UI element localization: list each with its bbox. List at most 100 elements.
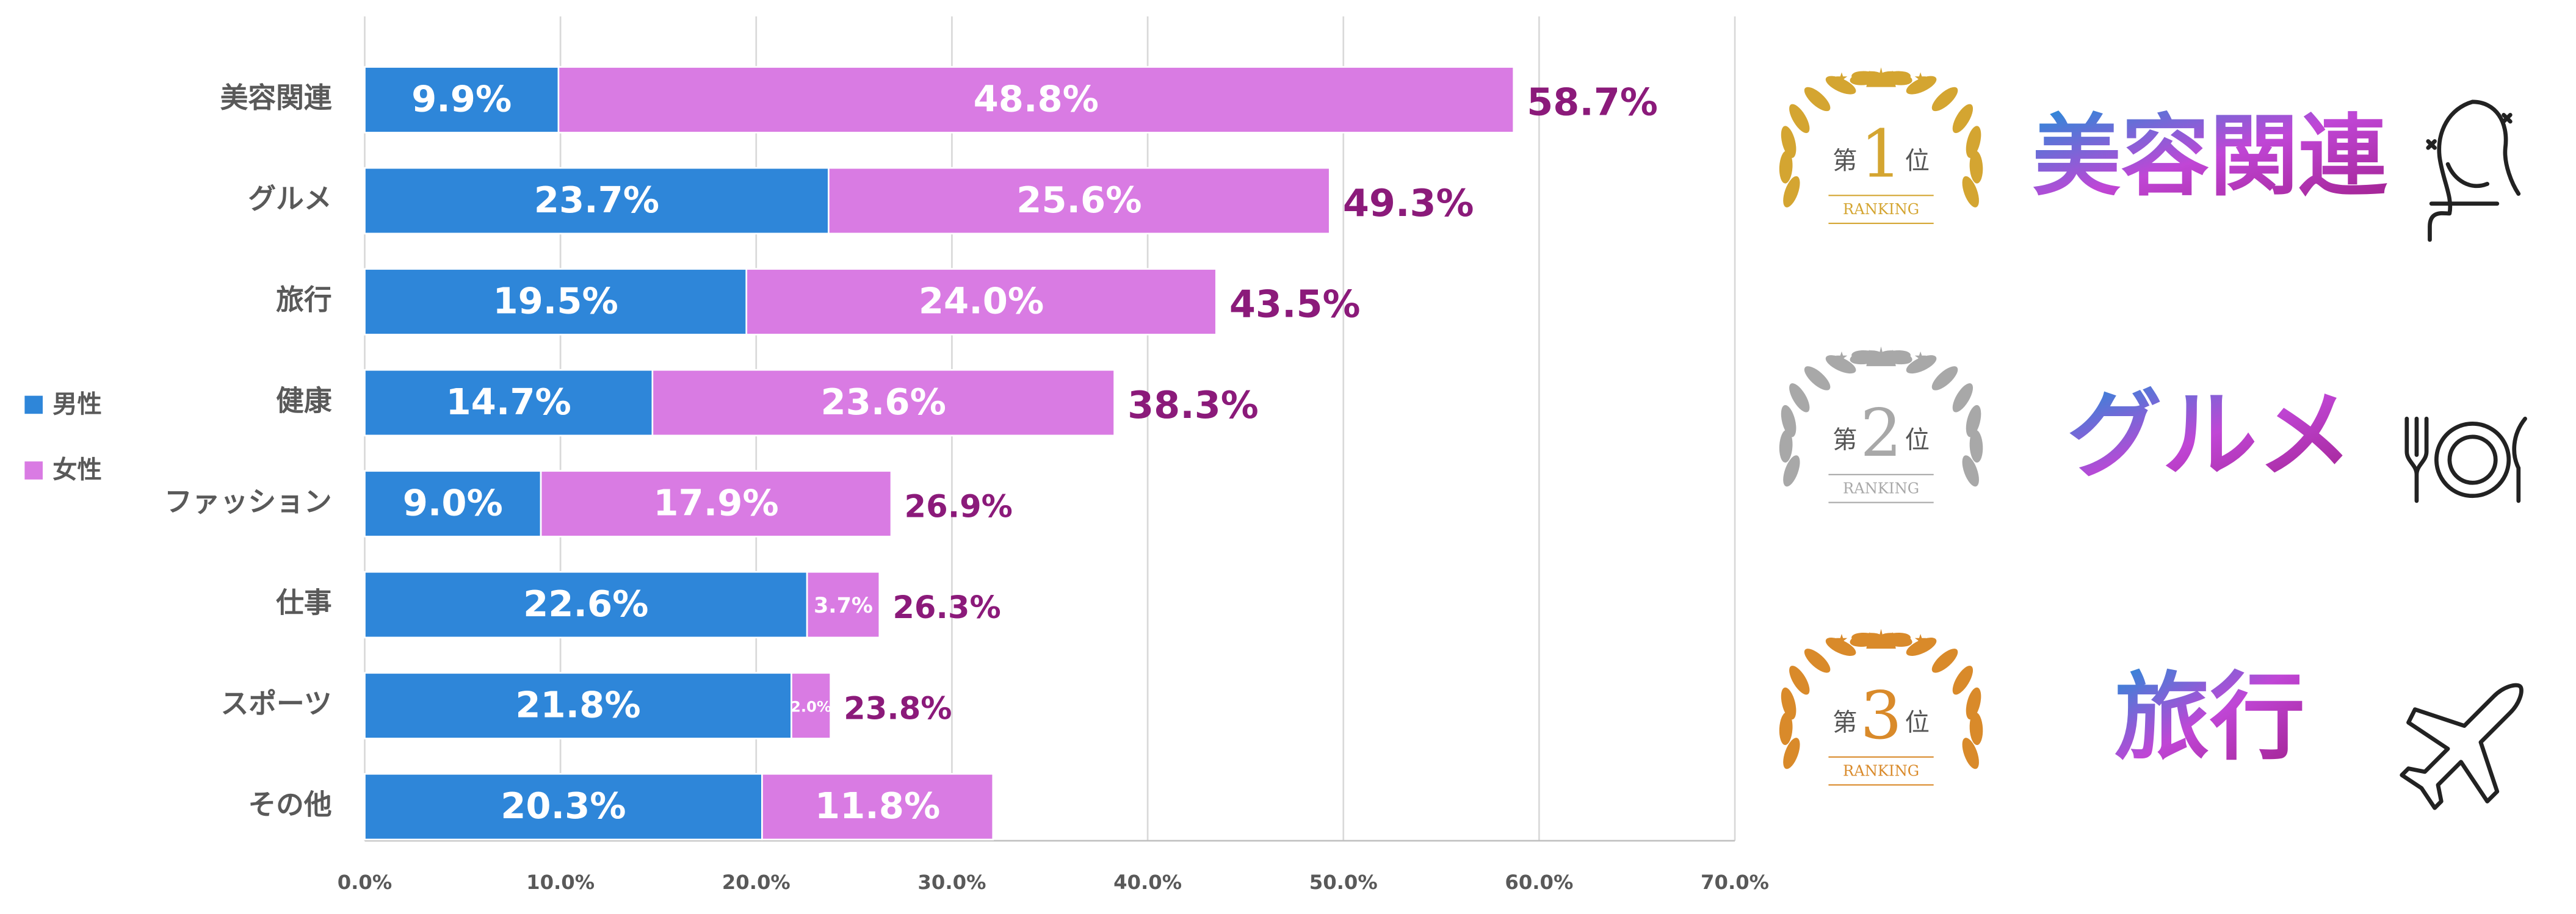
star: ★ bbox=[1835, 70, 1848, 87]
rank-suffix: 位 bbox=[1905, 146, 1930, 175]
data-label: 2.0% bbox=[791, 698, 831, 715]
rank-number: 2 bbox=[1860, 395, 1901, 472]
laurel-leaf bbox=[1789, 666, 1810, 695]
laurel-leaf bbox=[1783, 455, 1800, 487]
bar-segment bbox=[364, 369, 654, 437]
laurel-leaf bbox=[1969, 712, 1983, 746]
laurel-leaf bbox=[1931, 87, 1958, 112]
bar-segment bbox=[364, 672, 792, 739]
total-label: 38.3% bbox=[1127, 383, 1259, 427]
y-tick-label: スポーツ bbox=[221, 688, 332, 720]
laurel-leaf bbox=[1804, 366, 1831, 390]
rank-number: 1 bbox=[1860, 116, 1901, 192]
laurel-leaf bbox=[1789, 104, 1810, 134]
laurel-leaf bbox=[1825, 76, 1856, 95]
rank-prefix: 第 bbox=[1833, 425, 1857, 454]
laurel-leaf bbox=[1906, 355, 1937, 374]
legend-label: 男性 bbox=[52, 390, 102, 419]
bar-segment bbox=[364, 268, 748, 336]
bar-segment bbox=[806, 570, 881, 639]
data-label: 48.8% bbox=[974, 77, 1099, 120]
laurel-leaf bbox=[1952, 104, 1974, 134]
crown bbox=[1866, 67, 1896, 87]
badge-text: RANKING bbox=[1843, 201, 1919, 218]
data-label: 3.7% bbox=[814, 594, 873, 618]
bar-segment bbox=[791, 672, 831, 739]
y-tick-label: グルメ bbox=[248, 183, 331, 215]
laurel-leaf bbox=[1781, 126, 1796, 158]
star: ★ bbox=[1914, 70, 1927, 87]
data-label: 14.7% bbox=[446, 381, 571, 423]
data-label: 24.0% bbox=[919, 279, 1044, 322]
laurel-leaf bbox=[1781, 405, 1796, 437]
data-label: 25.6% bbox=[1016, 179, 1141, 221]
total-label: 23.8% bbox=[844, 691, 952, 727]
y-tick-label: 美容関連 bbox=[220, 82, 332, 114]
laurel-leaf bbox=[1783, 176, 1800, 207]
ranking-label: グルメ bbox=[2067, 380, 2353, 491]
ranking-icon bbox=[2426, 99, 2521, 242]
y-tick-label: その他 bbox=[248, 789, 331, 821]
star: ★ bbox=[1835, 632, 1848, 649]
bar-segment bbox=[557, 66, 1515, 134]
total-label: 49.3% bbox=[1343, 181, 1474, 225]
laurel-leaf bbox=[1962, 738, 1979, 769]
y-tick-label: 仕事 bbox=[276, 587, 332, 619]
laurel-leaf bbox=[1779, 712, 1793, 746]
ranking-label: 美容関連 bbox=[2032, 105, 2387, 208]
laurel-leaf bbox=[1825, 355, 1856, 374]
rank-suffix: 位 bbox=[1905, 425, 1930, 454]
laurel-leaf bbox=[1969, 150, 1983, 184]
bar-segment bbox=[828, 167, 1331, 235]
rank-number: 3 bbox=[1860, 678, 1901, 754]
bar-segment bbox=[540, 470, 892, 538]
laurel-leaf bbox=[1906, 76, 1937, 95]
laurel-leaf bbox=[1825, 638, 1856, 657]
crown bbox=[1866, 346, 1896, 367]
legend-label: 女性 bbox=[52, 455, 102, 484]
laurel-leaf bbox=[1931, 649, 1958, 673]
laurel-leaf bbox=[1804, 649, 1831, 673]
bar-segment bbox=[745, 268, 1217, 336]
data-label: 19.5% bbox=[493, 279, 618, 322]
bar-segment bbox=[364, 470, 542, 538]
badge-text: RANKING bbox=[1843, 480, 1919, 497]
star: ★ bbox=[1914, 632, 1927, 649]
badge-text: RANKING bbox=[1843, 762, 1919, 779]
data-label: 22.6% bbox=[523, 583, 648, 625]
rank-prefix: 第 bbox=[1833, 146, 1857, 175]
laurel-leaf bbox=[1966, 405, 1981, 437]
ranking-icon bbox=[2404, 416, 2527, 503]
data-label: 23.7% bbox=[534, 179, 659, 221]
laurel-leaf bbox=[1962, 455, 1979, 487]
bar-segment bbox=[364, 570, 808, 639]
laurel-leaf bbox=[1783, 738, 1800, 769]
ranking-label: 旅行 bbox=[2115, 662, 2305, 773]
ranking-badge: ★ ★ 第 3 位 RANKING bbox=[1779, 628, 1983, 786]
laurel-leaf bbox=[1966, 126, 1981, 158]
data-label: 11.8% bbox=[815, 785, 940, 827]
data-label: 9.9% bbox=[411, 77, 512, 120]
total-label: 26.9% bbox=[905, 489, 1013, 525]
laurel-leaf bbox=[1779, 430, 1793, 463]
x-tick-label: 40.0% bbox=[1113, 871, 1182, 894]
rank-prefix: 第 bbox=[1833, 708, 1857, 736]
laurel-leaf bbox=[1804, 87, 1831, 112]
x-tick-label: 60.0% bbox=[1505, 871, 1573, 894]
bar-segment bbox=[761, 772, 994, 841]
crown bbox=[1866, 628, 1896, 649]
data-label: 9.0% bbox=[403, 481, 503, 524]
data-label: 23.6% bbox=[821, 381, 946, 423]
total-label: 43.5% bbox=[1229, 282, 1361, 326]
y-tick-label: 健康 bbox=[276, 385, 332, 417]
y-tick-label: ファッション bbox=[164, 486, 332, 518]
rank-suffix: 位 bbox=[1905, 708, 1930, 736]
laurel-leaf bbox=[1952, 666, 1974, 695]
legend-swatch bbox=[24, 461, 43, 480]
data-label: 17.9% bbox=[653, 481, 778, 524]
laurel-leaf bbox=[1969, 430, 1983, 463]
laurel-leaf bbox=[1952, 383, 1974, 412]
laurel-leaf bbox=[1931, 366, 1958, 390]
